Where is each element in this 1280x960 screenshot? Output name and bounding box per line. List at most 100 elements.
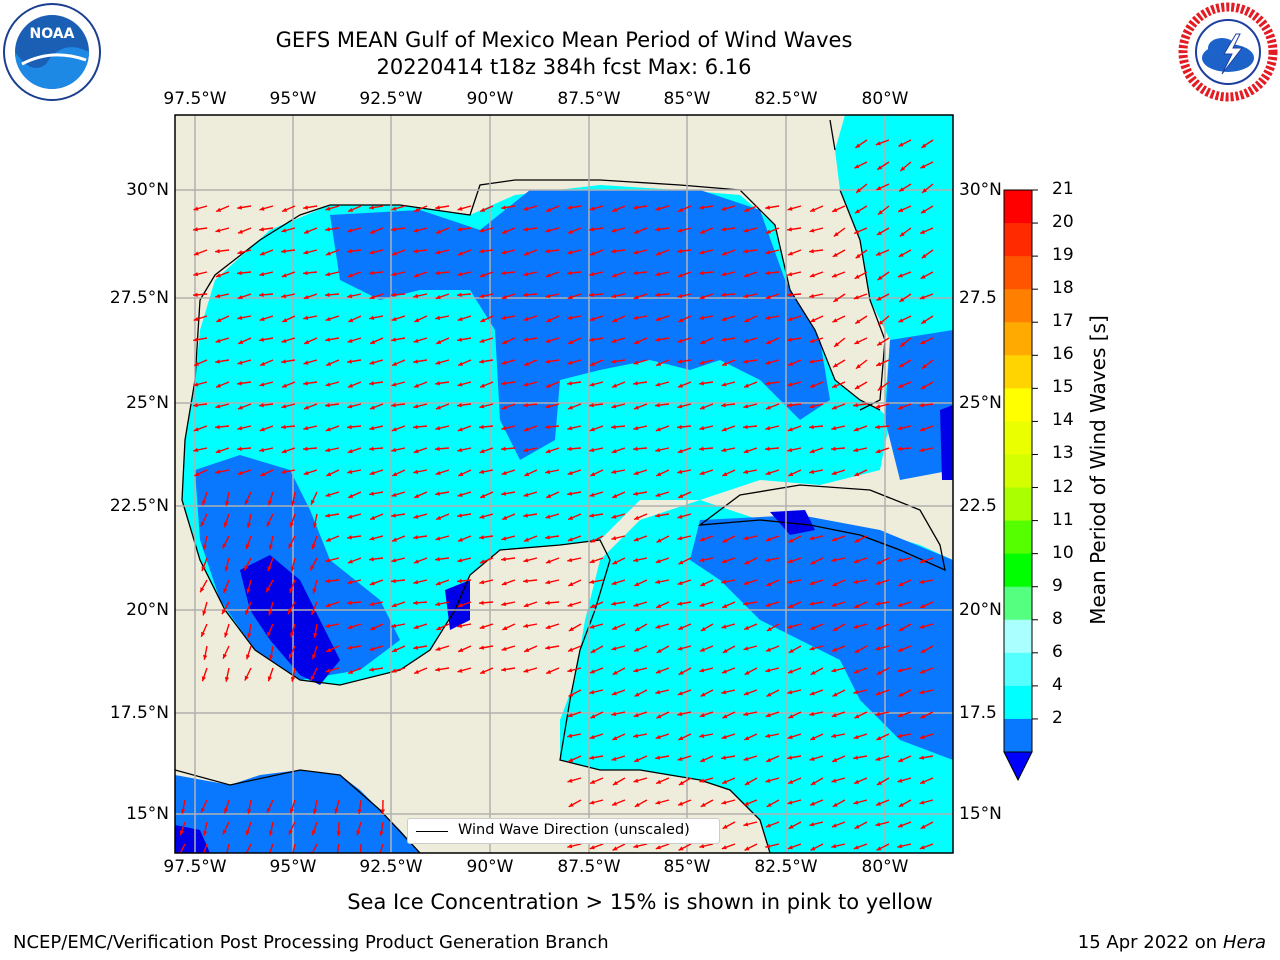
- wind-wave-arrowhead: [391, 492, 397, 497]
- wind-wave-arrowhead: [435, 205, 440, 210]
- wind-wave-arrowhead: [201, 500, 207, 506]
- wind-wave-arrowhead: [897, 446, 902, 451]
- wind-wave-arrowhead: [568, 692, 574, 697]
- wind-wave-arrowhead: [722, 779, 728, 784]
- wind-wave-arrowhead: [347, 645, 353, 650]
- wind-wave-arrowhead: [414, 318, 420, 322]
- wind-wave-arrowhead: [590, 361, 596, 366]
- wind-wave-arrowhead: [479, 645, 485, 650]
- wind-wave-arrowhead: [303, 470, 309, 476]
- wind-wave-arrowhead: [721, 206, 727, 211]
- map-gridlines: [175, 115, 953, 853]
- wind-wave-arrowhead: [655, 316, 661, 322]
- colorbar-tick-label: 9: [1052, 575, 1063, 596]
- wind-wave-arrowhead: [567, 250, 573, 255]
- lat-label-left: 15°N: [126, 804, 169, 824]
- wind-wave-arrowhead: [809, 691, 815, 696]
- wind-wave-arrowhead: [678, 493, 684, 498]
- wind-wave-arrowhead: [480, 383, 486, 388]
- wind-wave-arrowhead: [921, 319, 927, 324]
- wind-wave-arrowhead: [920, 274, 926, 279]
- wind-wave-arrowhead: [266, 521, 271, 527]
- wind-wave-arrowhead: [523, 227, 528, 232]
- wind-wave-arrowhead: [479, 293, 485, 299]
- wind-wave-arrowhead: [413, 293, 419, 299]
- wind-wave-arrowhead: [920, 229, 926, 234]
- wind-wave-arrowhead: [809, 293, 815, 299]
- wind-wave-arrowhead: [853, 579, 859, 584]
- wind-wave-arrowhead: [655, 292, 660, 297]
- wind-wave-arrowhead: [457, 292, 462, 297]
- map-legend: Wind Wave Direction (unscaled): [407, 818, 720, 844]
- wind-wave-arrowhead: [809, 228, 815, 233]
- wind-wave-arrowhead: [545, 559, 551, 564]
- wind-wave-arrowhead: [479, 580, 485, 585]
- wind-wave-arrowhead: [215, 424, 220, 430]
- wind-wave-arrowhead: [370, 515, 376, 520]
- wind-wave-arrowhead: [501, 426, 507, 431]
- legend-line-icon: [416, 831, 448, 832]
- wind-wave-arrowhead: [289, 522, 294, 528]
- wind-wave-arrowhead: [743, 580, 749, 586]
- wind-wave-arrowhead: [921, 364, 927, 369]
- wind-wave-arrowhead: [722, 361, 728, 366]
- lon-label-top: 80°W: [861, 89, 909, 109]
- wind-wave-arrowhead: [567, 360, 573, 365]
- wind-wave-arrowhead: [216, 207, 222, 212]
- wind-wave-arrowhead: [611, 711, 617, 717]
- caribbean-low-period-zone: [690, 515, 953, 760]
- wind-wave-arrowhead: [589, 800, 595, 805]
- wind-wave-arrowhead: [655, 251, 661, 256]
- wind-wave-arrowhead: [721, 624, 727, 629]
- wind-wave-arrowhead: [875, 691, 881, 696]
- wind-wave-arrowhead: [721, 227, 726, 232]
- wind-wave-arrowhead: [722, 648, 728, 653]
- wind-wave-arrowhead: [545, 404, 551, 409]
- colorbar-tick-label: 18: [1052, 278, 1074, 299]
- wind-wave-arrowhead: [875, 580, 881, 586]
- wind-wave-arrowhead: [919, 669, 925, 674]
- wind-wave-arrowhead: [281, 449, 287, 454]
- wind-wave-arrowhead: [237, 405, 243, 410]
- wind-wave-arrowhead: [699, 713, 705, 718]
- wind-wave-arrowhead: [877, 210, 883, 215]
- wind-wave-arrowhead: [831, 823, 837, 828]
- wind-wave-arrowhead: [391, 558, 397, 563]
- wind-wave-arrowhead: [435, 667, 440, 672]
- wind-wave-arrowhead: [634, 626, 640, 631]
- wind-wave-arrowhead: [787, 316, 793, 322]
- wind-wave-arrowhead: [853, 559, 859, 564]
- wind-wave-arrowhead: [699, 668, 705, 673]
- wind-wave-arrowhead: [325, 292, 330, 297]
- wind-wave-arrowhead: [435, 491, 441, 496]
- wind-wave-arrowhead: [699, 405, 705, 410]
- wind-wave-arrowhead: [435, 360, 441, 365]
- wind-wave-arrowhead: [259, 427, 265, 432]
- wind-wave-arrowhead: [656, 714, 662, 719]
- wind-wave-arrowhead: [897, 273, 903, 278]
- wind-wave-arrowhead: [325, 337, 331, 342]
- wind-wave-arrowhead: [391, 227, 396, 232]
- wind-wave-arrowhead: [900, 166, 906, 171]
- wind-wave-arrowhead: [347, 293, 353, 299]
- wind-wave-arrowhead: [501, 536, 507, 541]
- wind-wave-arrowhead: [545, 645, 551, 650]
- wind-wave-arrowhead: [633, 470, 639, 476]
- wind-wave-arrowhead: [809, 359, 814, 364]
- wind-wave-arrowhead: [766, 647, 772, 652]
- wind-wave-arrowhead: [766, 692, 772, 697]
- lon-label-top: 87.5°W: [557, 89, 621, 109]
- wind-wave-arrowhead: [288, 829, 293, 835]
- wind-wave-arrowhead: [677, 601, 683, 606]
- wind-wave-arrowhead: [414, 669, 420, 674]
- wind-wave-arrowhead: [237, 446, 242, 451]
- lon-label-bottom: 87.5°W: [557, 857, 621, 877]
- wind-wave-arrowhead: [457, 427, 463, 432]
- wind-wave-arrowhead: [303, 315, 309, 320]
- wind-wave-arrowhead: [245, 830, 250, 836]
- wind-wave-arrowhead: [568, 339, 574, 344]
- wind-wave-arrow: [311, 843, 318, 853]
- wind-wave-arrowhead: [348, 493, 354, 498]
- wind-wave-arrowhead: [457, 513, 462, 518]
- wind-wave-arrowhead: [501, 360, 507, 365]
